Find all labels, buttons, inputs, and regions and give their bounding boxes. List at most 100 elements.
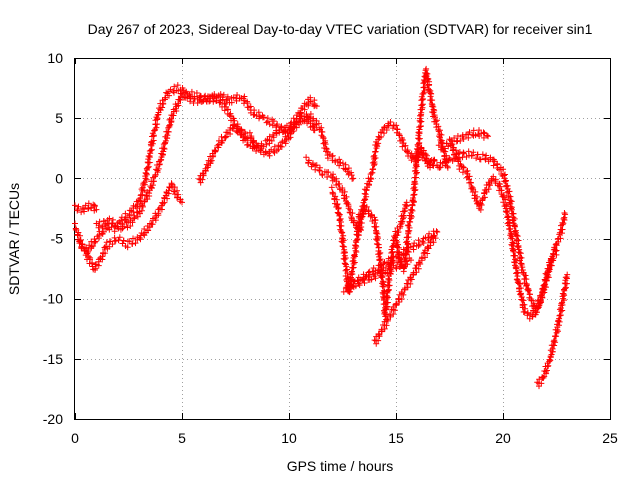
chart-title: Day 267 of 2023, Sidereal Day-to-day VTE… (88, 21, 593, 37)
data-point (165, 187, 172, 194)
data-point (472, 188, 479, 195)
data-point (393, 302, 400, 309)
data-point (405, 244, 412, 251)
data-point (420, 150, 427, 157)
data-point (526, 291, 533, 298)
data-point (227, 110, 234, 117)
data-point (311, 97, 318, 104)
data-point (223, 133, 230, 140)
data-point (151, 127, 158, 134)
data-point (416, 241, 423, 248)
data-point (72, 202, 78, 209)
plot-frame (74, 58, 611, 420)
data-point (470, 149, 477, 156)
data-point (412, 155, 419, 162)
data-point (428, 90, 435, 97)
data-point (74, 206, 81, 213)
data-point (82, 202, 89, 209)
data-point (72, 220, 78, 227)
data-point (175, 100, 182, 107)
data-point (441, 145, 448, 152)
y-tick-label: 0 (55, 170, 63, 186)
data-point (437, 164, 444, 171)
data-point (154, 111, 161, 118)
data-point (388, 246, 395, 253)
data-point (160, 145, 167, 152)
data-point (374, 241, 381, 248)
data-point (238, 127, 245, 134)
data-point (411, 240, 418, 247)
data-point (154, 116, 161, 123)
data-point (508, 231, 515, 238)
data-point (81, 208, 88, 215)
data-point (419, 91, 426, 98)
data-point (442, 162, 449, 169)
data-point (562, 284, 569, 291)
data-point (336, 156, 343, 163)
data-point (177, 96, 184, 103)
data-point (269, 122, 276, 129)
data-point (516, 281, 523, 288)
data-point (512, 252, 519, 259)
data-point (506, 226, 513, 233)
data-point (550, 338, 557, 345)
data-point (544, 269, 551, 276)
data-point (109, 216, 116, 223)
data-point (348, 214, 355, 221)
data-point (319, 133, 326, 140)
data-point (341, 256, 348, 263)
data-point (122, 210, 129, 217)
data-point (544, 363, 551, 370)
data-point (412, 164, 419, 171)
data-point (213, 97, 220, 104)
data-point (273, 147, 280, 154)
data-point (552, 248, 559, 255)
data-point (164, 195, 171, 202)
data-point (330, 171, 337, 178)
data-point (480, 129, 487, 136)
data-point (129, 219, 136, 226)
data-point (372, 148, 379, 155)
data-point (345, 165, 352, 172)
data-point (99, 223, 106, 230)
data-point (438, 144, 445, 151)
data-point (340, 288, 347, 295)
data-point (376, 257, 383, 264)
data-point (429, 101, 436, 108)
data-point (130, 208, 137, 215)
data-point (411, 191, 418, 198)
data-point (381, 318, 388, 325)
data-point (313, 162, 320, 169)
data-point (340, 243, 347, 250)
data-point (393, 265, 400, 272)
x-tick-label: 20 (495, 430, 511, 446)
data-point (410, 198, 417, 205)
data-point (256, 113, 263, 120)
data-point (474, 151, 481, 158)
data-point (387, 265, 394, 272)
data-point (556, 312, 563, 319)
data-point (502, 196, 509, 203)
data-point (342, 260, 349, 267)
data-point (92, 238, 99, 245)
data-point (465, 134, 472, 141)
data-point (95, 222, 102, 229)
data-point (460, 149, 467, 156)
data-point (224, 93, 231, 100)
data-point (533, 309, 540, 316)
data-point (161, 140, 168, 147)
x-tick-label: 15 (388, 430, 404, 446)
data-point (412, 265, 419, 272)
data-point (202, 167, 209, 174)
data-point (148, 146, 155, 153)
data-point (76, 238, 83, 245)
data-point (99, 253, 106, 260)
data-point (389, 249, 396, 256)
data-point (556, 318, 563, 325)
data-point (222, 100, 229, 107)
data-point (415, 259, 422, 266)
data-point (334, 158, 341, 165)
data-point (514, 233, 521, 240)
data-point (561, 210, 568, 217)
x-tick-label: 5 (178, 430, 186, 446)
